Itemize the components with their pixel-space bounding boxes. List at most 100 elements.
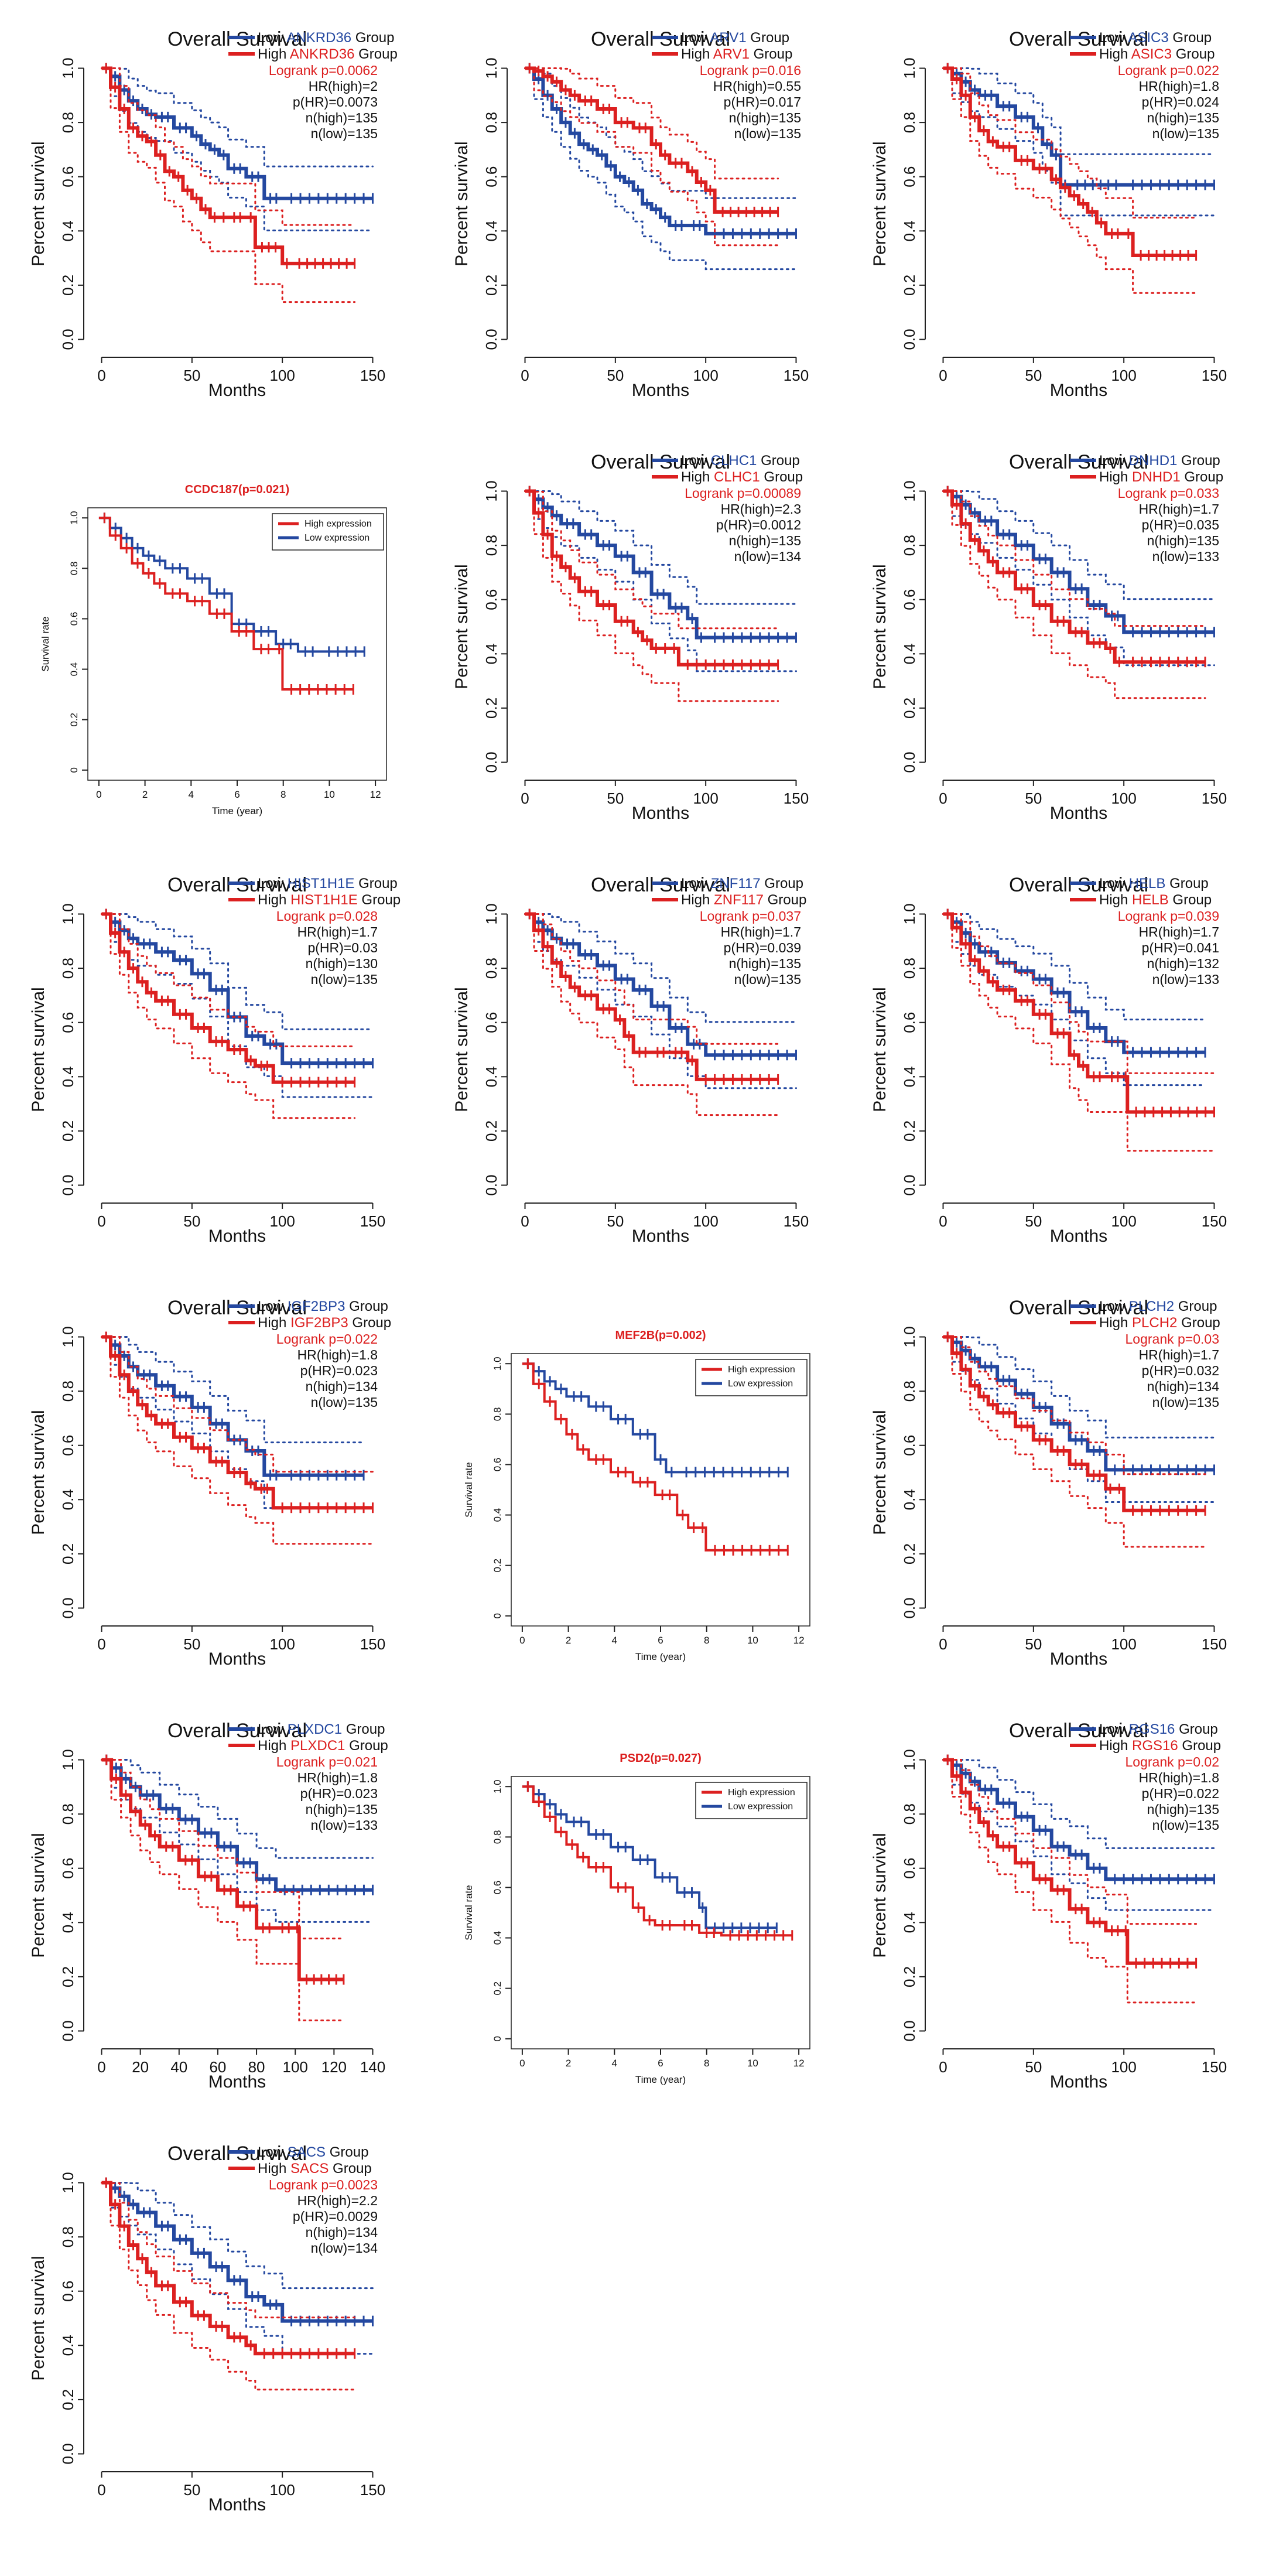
y-axis-label: Percent survival <box>29 987 48 1112</box>
y-tick-label: 0.8 <box>901 112 918 133</box>
series-high <box>524 908 779 1116</box>
legend-prefix: High <box>681 46 713 62</box>
legend-gene: CLHC1 <box>714 469 760 485</box>
stat-line: n(low)=135 <box>311 126 378 141</box>
y-tick-label: 0.4 <box>901 1912 918 1933</box>
x-tick-label: 100 <box>693 790 718 807</box>
y-tick-label: 0.4 <box>483 1066 500 1087</box>
series-high <box>522 1358 789 1556</box>
series-high <box>942 486 1206 699</box>
legend-suffix: Group <box>358 892 401 908</box>
x-tick-label: 0 <box>97 1212 105 1230</box>
legend-gene: ZNF117 <box>714 892 764 908</box>
stat-line: n(low)=135 <box>1152 126 1219 141</box>
y-tick-label: 1.0 <box>483 480 500 501</box>
x-tick-label: 100 <box>1111 367 1136 384</box>
legend-prefix: Low <box>258 1721 288 1737</box>
y-tick-label: 0.4 <box>492 1508 503 1522</box>
y-axis-label: Percent survival <box>29 141 48 266</box>
legend-suffix: Group <box>1178 1738 1221 1754</box>
x-tick-label: 0 <box>97 1635 105 1653</box>
stat-line: HR(high)=1.7 <box>1139 501 1219 517</box>
series-low <box>524 486 797 672</box>
stat-line: HR(high)=1.7 <box>1139 924 1219 939</box>
legend-suffix: Group <box>1165 876 1208 891</box>
ci-upper-low <box>942 1759 1215 1849</box>
legend-entry: Low ZNF117 Group <box>681 876 803 891</box>
x-tick-label: 100 <box>283 2058 308 2076</box>
x-tick-label: 8 <box>704 2058 709 2069</box>
logrank-pvalue: Logrank p=0.03 <box>1126 1331 1220 1347</box>
chart-title: MEF2B(p=0.002) <box>615 1329 706 1342</box>
x-tick-label: 140 <box>360 2058 385 2076</box>
y-tick-label: 0.4 <box>492 1931 503 1945</box>
y-axis-label: Percent survival <box>452 987 471 1112</box>
legend-gene: RGS16 <box>1132 1738 1178 1754</box>
x-tick-label: 20 <box>132 2058 149 2076</box>
x-tick-label: 150 <box>360 1635 385 1653</box>
ci-lower-high <box>524 490 779 702</box>
legend-suffix: Group <box>761 876 803 891</box>
y-tick-label: 0.6 <box>483 166 500 187</box>
x-tick-label: 100 <box>269 367 295 384</box>
km-line-high <box>525 66 778 214</box>
y-tick-label: 0.8 <box>59 112 77 133</box>
y-axis-label: Survival rate <box>463 1885 474 1940</box>
x-tick-label: 100 <box>269 2481 295 2499</box>
x-tick-label: 150 <box>360 2481 385 2499</box>
legend-entry: High HIST1H1E Group <box>258 892 401 908</box>
x-axis-label: Months <box>208 2495 266 2514</box>
x-tick-label: 0 <box>521 367 529 384</box>
y-tick-label: 0.8 <box>901 1381 918 1402</box>
ci-upper-low <box>101 913 374 1030</box>
x-axis-label: Months <box>1050 2072 1107 2092</box>
legend-suffix: Group <box>1181 469 1223 485</box>
legend-gene: HIST1H1E <box>290 892 358 908</box>
y-tick-label: 0.4 <box>483 643 500 664</box>
y-tick-label: 0.0 <box>59 2020 77 2041</box>
y-tick-label: 0.4 <box>901 1066 918 1087</box>
stat-line: n(high)=135 <box>1147 533 1219 548</box>
legend-prefix: Low <box>681 30 710 46</box>
y-tick-label: 0.2 <box>901 1120 918 1142</box>
y-tick-label: 0.8 <box>59 958 77 979</box>
y-tick-label: 0.4 <box>59 1489 77 1510</box>
y-tick-label: 0.2 <box>59 1543 77 1564</box>
km-line-high <box>943 66 1196 257</box>
x-tick-label: 150 <box>360 367 385 384</box>
legend-entry: Low expression <box>728 1379 793 1389</box>
x-axis-label: Months <box>1050 1649 1107 1669</box>
stat-line: HR(high)=1.8 <box>1139 78 1219 94</box>
km-line-low <box>525 489 796 640</box>
stat-line: p(HR)=0.0012 <box>716 517 801 532</box>
x-tick-label: 150 <box>360 1212 385 1230</box>
stat-line: HR(high)=2.3 <box>721 501 801 517</box>
km-line-high <box>943 1758 1196 1965</box>
y-tick-label: 0.2 <box>59 1966 77 1987</box>
stat-line: HR(high)=1.8 <box>297 1770 378 1785</box>
legend-suffix: Group <box>757 453 799 469</box>
x-axis-label: Time (year) <box>212 805 262 816</box>
y-tick-label: 0.8 <box>901 535 918 556</box>
y-tick-label: 1.0 <box>901 903 918 924</box>
x-tick-label: 50 <box>1025 790 1042 807</box>
x-tick-label: 100 <box>1111 790 1136 807</box>
legend-entry: Low CLHC1 Group <box>681 453 800 469</box>
legend-suffix: Group <box>354 876 397 891</box>
x-tick-label: 100 <box>269 1635 295 1653</box>
x-axis-label: Time (year) <box>635 1651 686 1662</box>
legend-entry: High expression <box>728 1365 795 1375</box>
legend-entry: Low ANKRD36 Group <box>258 30 394 46</box>
logrank-pvalue: Logrank p=0.039 <box>1118 908 1219 924</box>
legend-prefix: Low <box>1099 876 1129 891</box>
ci-upper-low <box>942 1336 1215 1439</box>
y-axis-label: Survival rate <box>40 616 51 671</box>
y-tick-label: 1.0 <box>59 903 77 924</box>
x-tick-label: 12 <box>793 1635 805 1646</box>
legend-prefix: High <box>681 469 714 485</box>
